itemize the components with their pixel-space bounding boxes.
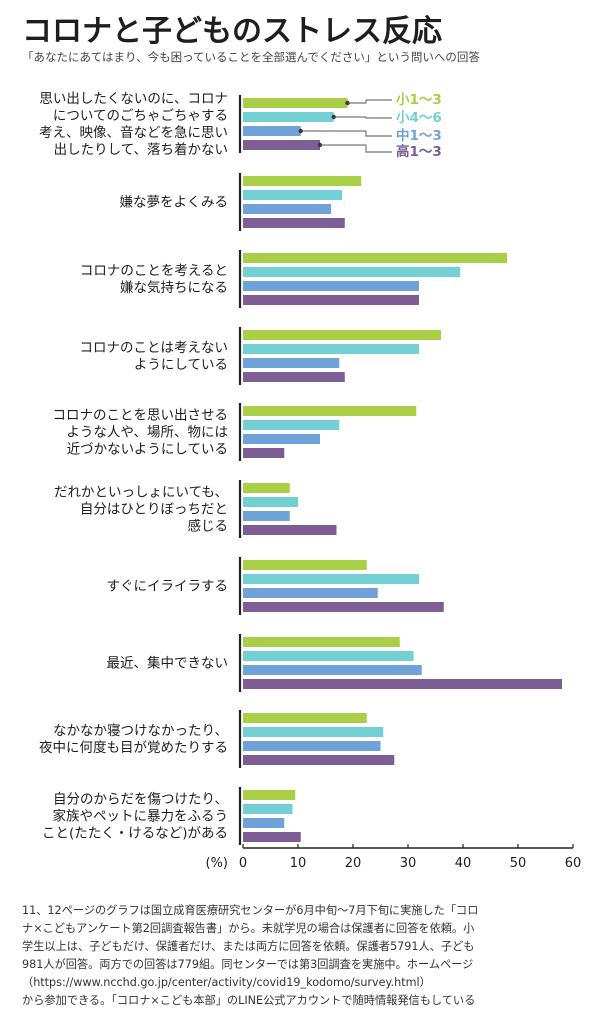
x-tick-label: 30 [400,856,417,871]
category-label: についてのごちゃごちゃする [53,108,228,124]
category-label: 夜中に何度も目が覚めたりする [39,740,228,756]
category-label: 思い出したくないのに、コロナ [39,91,228,107]
page-title: コロナと子どものストレス反応 [22,14,442,49]
bar [243,126,301,136]
category-label: すぐにイライラする [107,579,229,595]
bar [243,344,419,354]
bar [243,511,290,521]
bar [243,295,419,305]
bar [243,727,384,737]
bar [243,679,562,689]
footnote-line: 11、12ページのグラフは国立成育医療研究センターが6月中旬～7月下旬に実施した… [22,904,479,917]
x-tick-label: 50 [510,856,527,871]
bar [243,755,395,765]
legend-callout-line [347,99,392,104]
footnote-line: 981人が回答。両方での回答は779組。同センターでは第3回調査を実施中。ホーム… [22,958,474,971]
footnote-line: ナ×こどもアンケート第2回調査報告書」から。未就学児の場合は保護者に回答を依頼。… [22,922,475,935]
bar [243,790,296,800]
legend-label: 中1～3 [396,127,442,144]
x-tick-label: 60 [565,856,582,871]
category-label: なかなか寝つけなかったり、 [53,722,228,739]
bar [243,637,400,647]
category-label: こと(たたく・けるなど)がある [42,826,228,842]
x-tick-label: 20 [345,856,362,871]
legend-label: 小1～3 [396,92,442,108]
bar [243,420,340,430]
footnote: 11、12ページのグラフは国立成育医療研究センターが6月中旬～7月下旬に実施した… [22,902,594,1010]
category-label: 考え、映像、音などを急に思い [39,124,228,141]
legend-callout-line [320,144,392,153]
bar [243,602,444,612]
bar [243,818,285,828]
category-label: 自分はひとりぼっちだと [80,502,228,518]
page-subtitle: 「あなたにあてはまり、今も困っていることを全部選んでください」という問いへの回答 [22,50,480,64]
legend-label: 小4～6 [396,110,442,126]
legend-callout-line [300,130,392,137]
bar [243,176,362,186]
category-label: 出したりして、落ち着かない [54,141,228,158]
category-label: コロナのことを思い出させる [53,408,229,424]
category-label: 自分のからだを傷つけたり、 [53,792,228,808]
category-label: ような人や、場所、物には [66,425,228,441]
footnote-line: 学生以上は、子どもだけ、保護者だけ、または両方に回答を依頼。保護者5791人、子… [22,940,475,953]
category-label: 嫌な気持ちになる [120,280,228,296]
bar [243,497,298,507]
bar [243,574,419,584]
bar [243,804,293,814]
bar [243,588,378,598]
legend-callout-line [333,116,392,119]
x-tick-label: 40 [455,856,472,871]
category-label: ようにしている [134,357,228,373]
category-label: 近づかないようにしている [67,442,228,458]
bar [243,406,417,416]
footnote-line: （https://www.ncchd.go.jp/center/activity… [22,976,431,989]
bar [243,651,414,661]
bar [243,204,331,214]
bar [243,358,340,368]
x-tick-label: 10 [290,856,307,871]
bar [243,218,345,228]
bar [243,832,301,842]
bar [243,448,285,458]
bar [243,281,419,291]
bar [243,253,507,263]
bar [243,267,461,277]
bar [243,98,348,108]
category-label: コロナのことを考えると [80,263,228,279]
bar-chart: 思い出したくないのに、コロナについてのごちゃごちゃする考え、映像、音などを急に思… [39,91,582,871]
bar [243,140,320,150]
bar [243,190,342,200]
category-label: 家族やペットに暴力をふるう [53,808,229,825]
category-label: コロナのことは考えない [80,340,229,356]
bar [243,112,334,122]
bar [243,665,422,675]
footnote-line: から参加できる。「コロナ×こども本部」のLINE公式アカウントで随時情報発信もし… [22,994,476,1007]
bar [243,713,367,723]
bar [243,330,441,340]
bar [243,741,381,751]
category-label: 嫌な夢をよくみる [119,195,228,211]
bar [243,372,345,382]
bar [243,525,337,535]
bar [243,560,367,570]
bar [243,483,290,493]
x-tick-label: 0 [239,856,247,871]
unit-label: (%) [206,856,229,871]
category-label: だれかといっしょにいても、 [54,485,228,501]
category-label: 最近、集中できない [107,656,229,672]
bar [243,434,320,444]
legend-label: 高1～3 [396,143,442,160]
category-label: 感じる [188,518,229,535]
